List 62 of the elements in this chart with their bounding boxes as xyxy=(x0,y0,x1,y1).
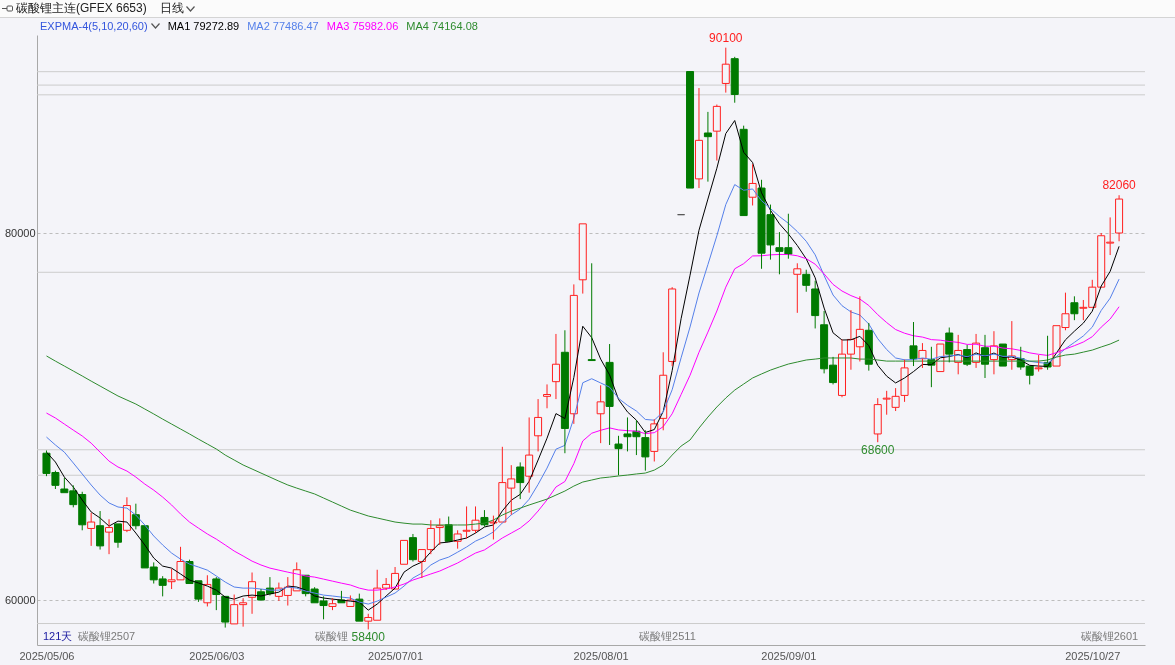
candlestick xyxy=(87,512,96,547)
candlestick xyxy=(703,111,712,183)
candlestick xyxy=(605,343,614,446)
candlestick xyxy=(873,397,882,443)
text: MA2 77486.47 xyxy=(247,20,319,32)
x-tick-label: 2025/08/01 xyxy=(573,649,629,662)
candlestick xyxy=(105,518,114,555)
y-tick-label: 80000 xyxy=(4,226,36,239)
annotation: 碳酸锂2507 xyxy=(76,630,136,642)
candlestick xyxy=(525,416,534,494)
x-tick-label: 2025/09/01 xyxy=(761,649,817,662)
candlestick xyxy=(909,321,918,367)
annotation: 68600 xyxy=(861,443,895,458)
text: MA1 79272.89 xyxy=(167,20,240,32)
candlestick xyxy=(712,104,721,162)
annotation: 碳酸锂2601 xyxy=(1079,630,1139,642)
x-tick-label: 2025/10/27 xyxy=(1065,649,1121,662)
candlestick xyxy=(578,223,587,295)
annotation: 121天 xyxy=(42,630,73,642)
candlestick xyxy=(543,383,552,409)
x-tick-label: 2025/05/06 xyxy=(19,649,75,662)
text: MA4 74164.08 xyxy=(406,20,478,32)
candlestick xyxy=(694,87,703,189)
candlestick xyxy=(730,56,739,104)
chart-subtitle: 日线 xyxy=(159,0,184,17)
candlestick xyxy=(596,384,605,444)
candlestick xyxy=(408,533,417,562)
candlestick xyxy=(569,283,578,425)
candlestick xyxy=(560,329,569,454)
candlestick xyxy=(400,539,409,565)
candlestick xyxy=(811,280,820,329)
candlestick xyxy=(614,435,623,476)
candlestick xyxy=(1115,194,1124,242)
candlestick xyxy=(221,595,230,629)
candlestick xyxy=(587,262,596,362)
candlestick xyxy=(721,47,730,94)
candlestick xyxy=(668,286,677,367)
annotation: 碳酸锂2511 xyxy=(638,630,696,642)
legend-title: EXPMA-4(5,10,20,60) xyxy=(40,20,148,32)
chart-title: 碳酸锂主连(GFEX 6653) xyxy=(16,0,147,17)
candlestick xyxy=(900,359,909,403)
candlestick xyxy=(113,523,122,549)
annotation: 58400 xyxy=(351,630,386,645)
text: MA3 75982.06 xyxy=(326,20,399,32)
candlestick xyxy=(1034,354,1043,373)
candlestick xyxy=(328,597,337,611)
candlestick xyxy=(96,510,105,551)
y-tick-label: 60000 xyxy=(4,593,36,606)
candlestick xyxy=(534,398,543,452)
candlestick xyxy=(1070,295,1079,321)
candlestick xyxy=(641,429,650,472)
candlestick xyxy=(551,333,560,400)
annotation: 碳酸锂 xyxy=(313,630,348,642)
x-tick-label: 2025/07/01 xyxy=(368,649,424,662)
candlestick xyxy=(650,418,659,462)
x-tick-label: 2025/06/03 xyxy=(189,649,245,662)
candlestick xyxy=(686,71,695,189)
annotation: 90100 xyxy=(709,30,743,45)
candlestick xyxy=(516,461,525,500)
annotation: 82060 xyxy=(1102,178,1137,193)
candlestick xyxy=(793,262,802,314)
candlestick xyxy=(212,576,221,611)
